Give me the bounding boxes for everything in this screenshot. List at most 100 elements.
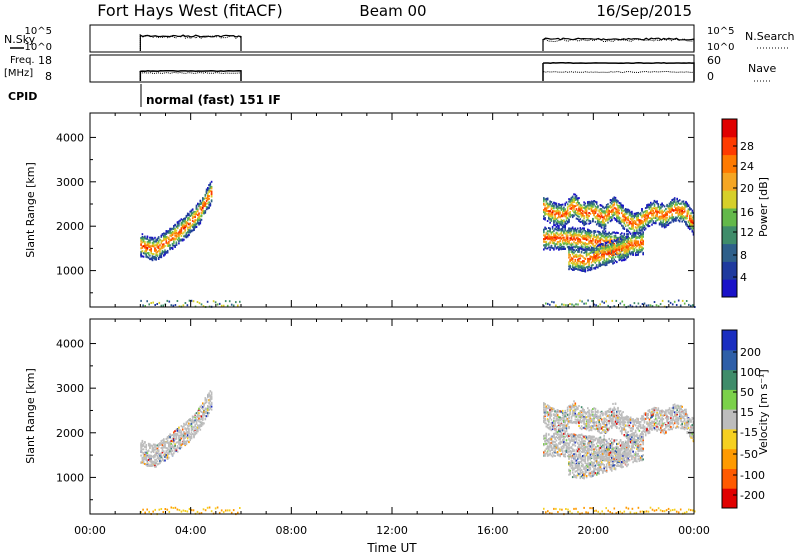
range-gate-cell <box>565 217 568 220</box>
range-gate-cell <box>563 226 565 228</box>
range-gate-cell <box>609 210 612 213</box>
range-gate-cell <box>607 244 609 247</box>
range-gate-cell <box>193 420 195 423</box>
range-gate-cell <box>142 462 145 465</box>
range-gate-cell <box>637 243 639 246</box>
range-gate-cell <box>550 215 553 218</box>
range-gate-cell <box>560 417 563 420</box>
range-gate-cell <box>577 197 579 200</box>
range-gate-cell <box>574 193 577 196</box>
range-gate-cell <box>588 219 590 222</box>
range-gate-cell <box>661 223 663 226</box>
range-gate-cell <box>623 242 626 245</box>
range-gate-cell <box>602 247 604 250</box>
range-gate-cell <box>543 305 545 308</box>
range-gate-cell <box>590 267 593 270</box>
range-gate-cell <box>176 232 179 235</box>
range-gate-cell <box>680 214 682 216</box>
range-gate-cell <box>608 231 610 234</box>
range-gate-cell <box>197 222 199 225</box>
range-gate-cell <box>196 301 199 303</box>
range-gate-cell <box>546 232 549 235</box>
range-gate-cell <box>141 250 144 253</box>
range-gate-cell <box>580 261 583 264</box>
range-gate-cell <box>580 416 583 419</box>
range-gate-cell <box>549 409 551 412</box>
range-gate-cell <box>180 444 183 446</box>
range-gate-cell <box>205 202 208 205</box>
range-gate-cell <box>555 247 558 250</box>
range-gate-cell <box>186 434 189 437</box>
range-gate-cell <box>570 261 573 264</box>
range-gate-cell <box>174 430 176 433</box>
range-gate-cell <box>579 205 582 208</box>
range-gate-cell <box>546 236 549 239</box>
range-gate-cell <box>140 446 142 448</box>
range-gate-cell <box>686 223 689 226</box>
range-gate-cell <box>658 223 661 226</box>
nsky-label: N.Sky <box>4 33 36 46</box>
range-gate-cell <box>193 213 195 216</box>
range-gate-cell <box>160 452 163 455</box>
range-gate-cell <box>555 419 558 422</box>
range-gate-cell <box>237 304 239 307</box>
range-gate-cell <box>582 214 584 217</box>
range-gate-cell <box>191 427 194 430</box>
range-gate-cell <box>682 215 685 218</box>
range-gate-cell <box>588 230 590 232</box>
range-gate-cell <box>604 241 607 244</box>
range-gate-cell <box>162 304 165 307</box>
range-gate-cell <box>564 229 566 232</box>
range-gate-cell <box>202 406 204 409</box>
range-gate-cell <box>621 249 623 252</box>
range-gate-cell <box>638 223 641 226</box>
range-gate-cell <box>560 230 563 233</box>
range-gate-cell <box>545 302 547 305</box>
range-gate-cell <box>687 212 690 215</box>
range-gate-cell <box>573 241 575 244</box>
range-gate-cell <box>687 221 690 224</box>
range-gate-cell <box>595 246 598 249</box>
noise-tick-right-high: 10^5 <box>707 26 734 37</box>
range-gate-cell <box>588 231 590 234</box>
range-gate-cell <box>189 222 191 225</box>
range-gate-cell <box>207 393 209 396</box>
range-gate-cell <box>574 227 577 230</box>
range-gate-cell <box>578 215 580 218</box>
range-gate-cell <box>577 258 579 261</box>
range-gate-cell <box>631 215 633 218</box>
range-gate-cell <box>563 208 565 211</box>
range-gate-cell <box>188 435 190 438</box>
range-gate-cell <box>545 200 548 202</box>
range-gate-cell <box>585 212 588 215</box>
range-gate-cell <box>608 249 610 252</box>
range-gate-cell <box>580 231 583 234</box>
range-gate-cell <box>205 188 208 191</box>
range-gate-cell <box>580 425 583 428</box>
range-gate-cell <box>181 442 184 445</box>
range-gate-cell <box>565 419 568 422</box>
range-gate-cell <box>600 257 603 260</box>
range-gate-cell <box>197 409 199 412</box>
range-gate-cell <box>682 210 685 213</box>
range-gate-cell <box>198 417 200 420</box>
range-gate-cell <box>563 236 565 239</box>
range-gate-cell <box>595 250 598 253</box>
range-gate-cell <box>575 211 578 214</box>
range-gate-cell <box>575 217 578 220</box>
range-gate-cell <box>145 463 147 466</box>
range-gate-cell <box>200 406 203 409</box>
range-gate-cell <box>611 257 613 260</box>
colorbar-swatch <box>722 261 737 280</box>
range-gate-cell <box>202 209 204 212</box>
range-gate-cell <box>161 444 164 447</box>
range-gate-cell <box>140 242 142 245</box>
range-gate-cell <box>615 299 618 302</box>
range-gate-cell <box>149 246 151 248</box>
range-gate-cell <box>195 219 198 222</box>
range-gate-cell <box>174 232 176 235</box>
range-gate-cell <box>204 211 207 214</box>
range-gate-cell <box>191 208 194 211</box>
range-gate-cell <box>579 421 582 424</box>
range-gate-cell <box>188 229 190 232</box>
